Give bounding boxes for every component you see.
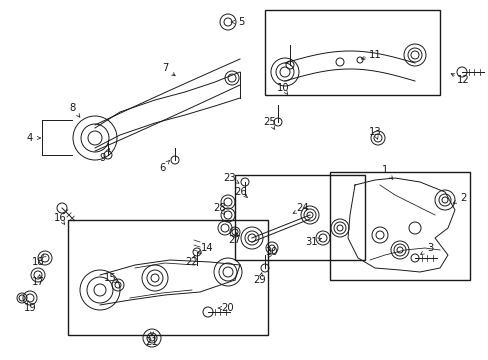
Text: 20: 20 xyxy=(221,303,234,313)
Text: 3: 3 xyxy=(426,243,432,253)
Text: 13: 13 xyxy=(368,127,381,137)
Text: 17: 17 xyxy=(32,277,44,287)
Text: 30: 30 xyxy=(265,247,278,257)
Text: 16: 16 xyxy=(54,213,66,223)
Text: 2: 2 xyxy=(459,193,465,203)
Text: 22: 22 xyxy=(185,257,198,267)
Text: 1: 1 xyxy=(381,165,387,175)
Text: 14: 14 xyxy=(200,243,213,253)
Bar xyxy=(264,10,439,95)
Bar xyxy=(235,175,364,260)
Text: 26: 26 xyxy=(234,187,247,197)
Text: 10: 10 xyxy=(276,83,289,93)
Text: 7: 7 xyxy=(162,63,168,73)
Text: 5: 5 xyxy=(237,17,244,27)
Text: 18: 18 xyxy=(32,257,44,267)
Text: 12: 12 xyxy=(456,75,468,85)
Bar xyxy=(68,220,267,335)
Bar xyxy=(329,172,469,280)
Text: 21: 21 xyxy=(145,337,158,347)
Text: 9: 9 xyxy=(100,153,106,163)
Text: 28: 28 xyxy=(213,203,226,213)
Text: 23: 23 xyxy=(223,173,236,183)
Text: 8: 8 xyxy=(70,103,76,113)
Text: 6: 6 xyxy=(159,163,165,173)
Text: 29: 29 xyxy=(253,275,266,285)
Text: 4: 4 xyxy=(27,133,33,143)
Text: 19: 19 xyxy=(23,303,36,313)
Text: 25: 25 xyxy=(263,117,276,127)
Text: 31: 31 xyxy=(305,237,318,247)
Text: 24: 24 xyxy=(296,203,309,213)
Text: 15: 15 xyxy=(103,273,116,283)
Text: 11: 11 xyxy=(368,50,381,60)
Text: 27: 27 xyxy=(228,235,241,245)
